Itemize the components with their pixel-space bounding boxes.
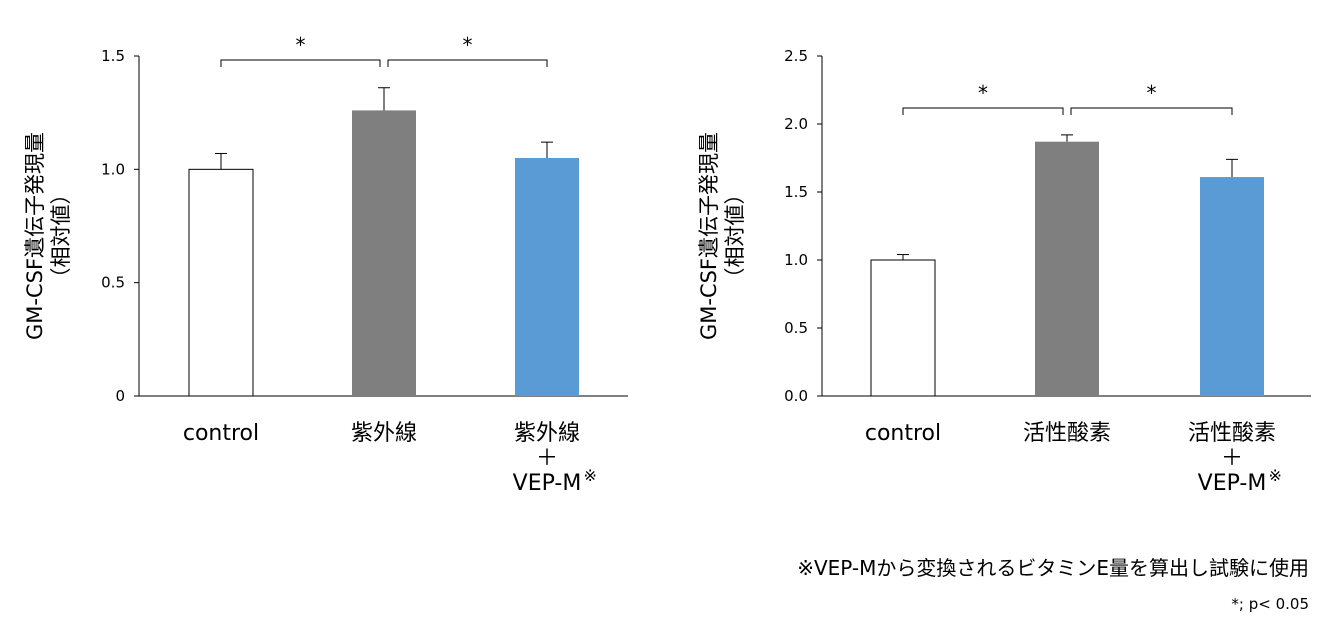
x-category-label: control <box>183 421 259 446</box>
x-category-label: 紫外線 <box>351 421 417 446</box>
bar <box>188 168 254 397</box>
bar <box>870 259 936 397</box>
x-category-sup: ※ <box>1269 466 1282 485</box>
y-axis-label-unit: （相対値） <box>49 184 73 289</box>
significance-marker: * <box>463 33 473 57</box>
bar <box>1200 177 1264 396</box>
y-tick-label: 2.0 <box>784 115 808 133</box>
y-tick-label: 0.5 <box>784 319 808 337</box>
significance-bracket <box>902 107 1064 115</box>
y-axis-label: GM-CSF遺伝子発現量 <box>697 132 721 340</box>
bar <box>515 158 579 396</box>
bar <box>1035 141 1099 396</box>
significance-marker: * <box>296 33 306 57</box>
x-category-label: ＋ <box>536 446 558 471</box>
chart-ros: 0.0 0.5 1.0 1.5 2.0 2.5 GM-CSF遺伝子発現量 （相対値） contr… <box>697 47 1311 496</box>
x-category-label: VEP-M <box>1198 471 1267 496</box>
significance-bracket <box>220 59 381 67</box>
x-category-label: ＋ <box>1221 446 1243 471</box>
chart-uv: 0 0.5 1.0 1.5 GM-CSF遺伝子発現量 （相対値） control 紫外線 紫外線… <box>23 33 628 496</box>
bar <box>352 110 416 397</box>
y-tick-label: 0.5 <box>101 274 125 292</box>
y-tick-label: 2.5 <box>784 47 808 65</box>
significance-bracket <box>387 59 548 67</box>
y-tick-label: 0 <box>115 387 125 405</box>
x-category-label: 紫外線 <box>514 421 580 446</box>
y-tick-label: 0.0 <box>784 387 808 405</box>
y-axis-label: GM-CSF遺伝子発現量 <box>23 132 47 340</box>
y-tick-label: 1.5 <box>101 47 125 65</box>
y-tick-label: 1.5 <box>784 183 808 201</box>
x-category-label: control <box>865 421 941 446</box>
significance-marker: * <box>1147 81 1157 105</box>
footnote-vitamin-e: ※VEP-Mから変換されるビタミンE量を算出し試験に使用 <box>797 556 1309 580</box>
y-axis-label-unit: （相対値） <box>723 184 747 289</box>
footnote-significance: *; p< 0.05 <box>1231 595 1309 613</box>
x-category-label: VEP-M <box>513 471 582 496</box>
x-category-sup: ※ <box>584 466 597 485</box>
significance-bracket <box>1070 107 1233 115</box>
y-tick-label: 1.0 <box>784 251 808 269</box>
y-tick-label: 1.0 <box>101 160 125 178</box>
x-category-label: 活性酸素 <box>1023 421 1111 446</box>
x-category-label: 活性酸素 <box>1188 421 1276 446</box>
significance-marker: * <box>978 81 988 105</box>
